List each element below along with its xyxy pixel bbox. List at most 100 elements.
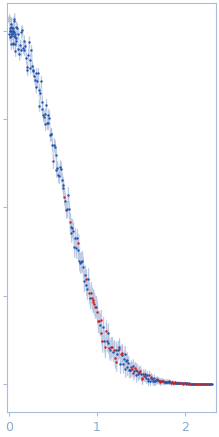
Point [132,369,135,376]
Point [200,380,203,387]
Point [27,38,31,45]
Point [204,380,208,387]
Point [150,375,154,382]
Point [202,380,205,387]
Point [47,111,50,118]
Point [164,378,168,385]
Point [83,272,87,279]
Point [187,380,191,387]
Point [94,304,97,311]
Point [41,106,44,113]
Point [67,206,71,213]
Point [169,379,173,386]
Point [20,28,23,35]
Point [11,39,14,46]
Point [188,380,191,387]
Point [80,257,84,264]
Point [121,361,125,368]
Point [152,375,155,382]
Point [183,380,187,387]
Point [153,378,156,385]
Point [94,303,98,310]
Point [32,73,36,80]
Point [117,346,120,353]
Point [173,379,177,386]
Point [173,379,176,386]
Point [53,143,56,150]
Point [195,380,199,387]
Point [9,28,12,35]
Point [199,380,202,387]
Point [12,27,15,34]
Point [120,349,123,356]
Point [190,380,193,387]
Point [50,130,53,137]
Point [197,380,200,387]
Point [162,378,165,385]
Point [20,27,24,34]
Point [88,295,92,302]
Point [198,380,202,387]
Point [44,121,47,128]
Point [209,381,213,388]
Point [128,366,131,373]
Point [103,343,107,350]
Point [206,380,209,387]
Point [97,318,101,325]
Point [13,41,17,48]
Point [186,380,190,387]
Point [73,234,77,241]
Point [138,368,142,375]
Point [118,361,122,368]
Point [141,375,144,382]
Point [207,380,211,387]
Point [192,380,196,387]
Point [81,264,85,271]
Point [193,380,196,387]
Point [71,228,75,235]
Point [120,351,124,358]
Point [181,380,184,387]
Point [23,42,27,49]
Point [105,337,108,344]
Point [38,102,41,109]
Point [78,257,81,264]
Point [164,378,167,385]
Point [166,378,170,385]
Point [29,47,33,54]
Point [170,379,173,386]
Point [113,355,117,362]
Point [191,380,194,387]
Point [77,240,80,247]
Point [82,277,86,284]
Point [176,379,179,386]
Point [111,348,115,355]
Point [140,375,143,382]
Point [42,113,46,120]
Point [133,364,137,371]
Point [174,379,178,386]
Point [90,295,94,302]
Point [200,380,204,387]
Point [92,297,95,304]
Point [177,379,180,386]
Point [110,343,114,350]
Point [146,375,149,382]
Point [139,371,143,378]
Point [15,24,19,31]
Point [39,78,43,85]
Point [208,380,211,387]
Point [144,372,147,379]
Point [62,184,65,191]
Point [165,378,169,385]
Point [14,47,17,54]
Point [101,338,104,345]
Point [43,110,46,117]
Point [129,367,132,374]
Point [144,375,148,382]
Point [168,379,172,386]
Point [194,380,198,387]
Point [108,347,112,354]
Point [131,363,134,370]
Point [65,205,69,212]
